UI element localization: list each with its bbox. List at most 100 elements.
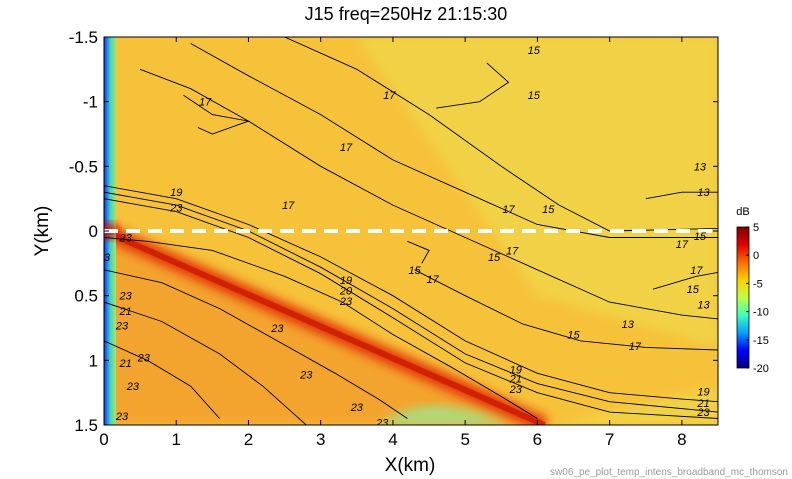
- contour-line: [436, 62, 510, 109]
- contour-label: 17: [629, 341, 642, 353]
- colorbar-tick-label: 0: [753, 250, 759, 262]
- contour-label: 21: [509, 373, 522, 385]
- contour-label: 13: [697, 300, 710, 312]
- contour-labels: 2323232123232123232323232319231920231921…: [97, 45, 711, 429]
- x-tick-label: 1: [172, 430, 181, 449]
- contour-line: [407, 240, 430, 264]
- contour-label: 23: [339, 296, 353, 308]
- contour-lines: [104, 37, 718, 425]
- footer-text: sw06_pe_plot_temp_intens_broadband_mc_th…: [550, 467, 788, 478]
- contour-label: 15: [408, 265, 421, 277]
- x-axis-label: X(km): [385, 455, 436, 476]
- contour-label: 23: [115, 320, 129, 332]
- y-tick-label: -1.5: [69, 28, 98, 47]
- colorbar-tick-label: -15: [753, 335, 769, 347]
- contour-label: 21: [119, 306, 132, 318]
- contour-label: 21: [696, 398, 709, 410]
- contour-label: 23: [126, 381, 140, 393]
- contour-label: 17: [427, 274, 440, 286]
- contour-label: 19: [697, 386, 709, 398]
- contour-label: 15: [694, 231, 707, 243]
- x-tick-label: 0: [99, 430, 108, 449]
- contour-line: [183, 94, 251, 135]
- x-tick-label: 7: [605, 430, 614, 449]
- x-tick-label: 4: [388, 430, 397, 449]
- y-tick-label: 1: [89, 351, 98, 370]
- contour-label: 15: [687, 284, 700, 296]
- y-tick-label: 1.5: [74, 416, 98, 435]
- y-axis-label: Y(km): [32, 206, 53, 257]
- contour-line: [652, 271, 718, 290]
- contour-label: 15: [528, 45, 541, 57]
- contour-label: 23: [169, 203, 183, 215]
- cool-zone: [356, 37, 718, 348]
- contour-label: 17: [199, 97, 212, 109]
- contour-line: [104, 340, 220, 419]
- contour-label: 23: [375, 417, 389, 429]
- contour-label: 17: [282, 200, 295, 212]
- contour-line: [414, 269, 718, 351]
- y-tick-label: 0.5: [74, 287, 98, 306]
- contour-label: 19: [510, 364, 522, 376]
- contour-label: 15: [488, 252, 501, 264]
- cool-zone-lower: [551, 386, 718, 425]
- x-tick-label: 6: [533, 430, 542, 449]
- contour-label: 19: [170, 187, 182, 199]
- contour-label: 23: [270, 323, 284, 335]
- contour-label: 13: [697, 187, 710, 199]
- contour-label: 23: [299, 370, 313, 382]
- contour-line: [284, 37, 718, 232]
- contour-line: [104, 198, 718, 419]
- contour-line: [645, 191, 718, 200]
- contour-line: [104, 185, 718, 403]
- contour-label: 21: [119, 358, 132, 370]
- y-tick-label: -0.5: [69, 157, 98, 176]
- contour-label: 15: [542, 204, 555, 216]
- contour-label: 17: [340, 142, 353, 154]
- contour-label: 17: [690, 265, 703, 277]
- contour-label: 17: [502, 204, 515, 216]
- contour-label: 15: [567, 329, 580, 341]
- contour-label: 23: [137, 353, 151, 365]
- colorbar: 5 0 -5 -10 -15 -20: [736, 222, 769, 375]
- contour-label: 23: [97, 252, 111, 264]
- shadow-zone: [378, 405, 509, 425]
- contour-label: 23: [115, 411, 129, 423]
- chart-title: J15 freq=250Hz 21:15:30: [305, 4, 508, 24]
- x-tick-label: 3: [316, 430, 325, 449]
- colorbar-tick-label: -10: [753, 307, 769, 319]
- contour-label: 23: [696, 407, 710, 419]
- contour-label: 17: [506, 245, 519, 257]
- x-tick-label: 5: [460, 430, 469, 449]
- x-tick-label: 8: [677, 430, 686, 449]
- axis-ticks: 0 1 2 3 4 5 6 7 8-1.5-1-0.500.511.5: [69, 28, 718, 449]
- contour-label: 23: [119, 291, 133, 303]
- contour-label: 17: [676, 239, 689, 251]
- colorbar-scale: [736, 226, 750, 369]
- x-tick-label: 2: [244, 430, 253, 449]
- contour-line: [104, 301, 307, 425]
- y-tick-label: 0: [89, 222, 98, 241]
- contour-label: 17: [383, 90, 396, 102]
- contour-line: [104, 237, 538, 419]
- plot-area: 2323232123232123232323232319231920231921…: [69, 28, 719, 449]
- contour-label: 19: [340, 275, 352, 287]
- contour-label: 23: [509, 384, 523, 396]
- contour-line: [104, 191, 718, 413]
- colorbar-tick-label: -20: [753, 363, 769, 375]
- contour-label: 20: [339, 285, 353, 297]
- contour-line: [104, 269, 408, 419]
- contour-label: 15: [528, 90, 541, 102]
- contour-label: 13: [622, 319, 635, 331]
- contour-line: [190, 43, 718, 238]
- colorbar-tick-label: -5: [753, 278, 763, 290]
- colorbar-tick-label: 5: [753, 222, 759, 234]
- contour-label: 13: [694, 161, 707, 173]
- contour-label: 23: [119, 232, 133, 244]
- y-tick-label: -1: [83, 93, 98, 112]
- intensity-ridge-core: [104, 228, 546, 425]
- contour-label: 23: [350, 402, 364, 414]
- contour-line: [139, 68, 718, 320]
- colorbar-label: dB: [736, 206, 749, 218]
